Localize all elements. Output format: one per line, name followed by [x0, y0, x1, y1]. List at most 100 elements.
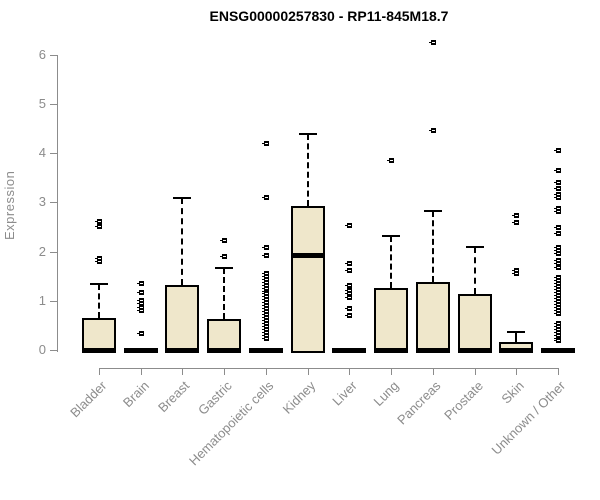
- outlier-point: [262, 306, 269, 312]
- boxplot-box: [458, 293, 492, 353]
- y-tick: [50, 202, 57, 204]
- outlier-point: [512, 267, 519, 273]
- outlier-point: [512, 220, 519, 226]
- outlier-point: [262, 303, 269, 309]
- outlier-point: [554, 248, 561, 254]
- outlier-point: [220, 254, 227, 260]
- boxplot-box: [374, 288, 408, 353]
- outlier-point: [554, 251, 561, 257]
- outlier-point: [137, 301, 144, 307]
- outlier-point: [554, 332, 561, 338]
- boxplot-whisker: [474, 246, 476, 294]
- outlier-point: [262, 276, 269, 282]
- x-category-label: Prostate: [440, 378, 486, 423]
- x-tick: [433, 368, 434, 375]
- x-tick: [391, 368, 392, 375]
- outlier-point: [262, 195, 269, 201]
- boxplot-median: [165, 348, 199, 353]
- y-tick-label: 5: [38, 96, 46, 112]
- outlier-point: [95, 259, 102, 265]
- boxplot-whisker: [307, 133, 309, 207]
- outlier-point: [262, 320, 269, 326]
- outlier-point: [554, 292, 561, 298]
- x-tick: [516, 368, 517, 375]
- boxplot-median: [207, 348, 241, 353]
- outlier-point: [262, 318, 269, 323]
- outlier-point: [554, 323, 561, 329]
- x-category-label: Pancreas: [394, 378, 444, 428]
- outlier-point: [554, 310, 561, 316]
- boxplot-whisker: [432, 211, 434, 283]
- y-tick-label: 0: [38, 342, 46, 357]
- outlier-point: [262, 270, 269, 276]
- y-tick-label: 4: [38, 145, 46, 161]
- boxplot-whisker-cap: [466, 245, 484, 248]
- outlier-point: [345, 294, 352, 300]
- boxplot-whisker-cap: [90, 282, 108, 285]
- outlier-point: [387, 158, 394, 164]
- x-category-label: Gastric: [194, 378, 235, 418]
- outlier-point: [262, 309, 269, 315]
- outlier-point: [137, 304, 144, 310]
- x-tick: [182, 368, 183, 375]
- x-category-label: Brain: [119, 378, 152, 411]
- boxplot-whisker: [223, 267, 225, 319]
- outlier-point: [554, 147, 561, 153]
- boxplot-median: [124, 348, 158, 353]
- x-tick: [475, 368, 476, 375]
- outlier-point: [262, 288, 269, 294]
- outlier-point: [262, 285, 269, 291]
- outlier-point: [262, 273, 269, 279]
- boxplot-whisker: [390, 235, 392, 289]
- x-tick: [266, 368, 267, 375]
- boxplot-median: [374, 348, 408, 353]
- y-tick-label: 1: [38, 292, 46, 308]
- outlier-point: [262, 300, 269, 306]
- x-category-label: Breast: [155, 378, 193, 416]
- boxplot-median: [499, 348, 533, 353]
- outlier-point: [262, 323, 269, 329]
- outlier-point: [554, 295, 561, 301]
- outlier-point: [554, 304, 561, 310]
- outlier-point: [345, 283, 352, 289]
- outlier-point: [554, 301, 561, 307]
- outlier-point: [262, 329, 269, 335]
- outlier-point: [345, 306, 352, 312]
- y-axis-line: [57, 54, 58, 352]
- outlier-point: [262, 282, 269, 288]
- outlier-point: [429, 40, 436, 46]
- outlier-point: [554, 191, 561, 197]
- outlier-point: [554, 258, 561, 264]
- x-category-label: Lung: [370, 378, 402, 410]
- outlier-point: [345, 313, 352, 319]
- y-tick-label: 2: [38, 243, 46, 259]
- outlier-point: [345, 288, 352, 293]
- boxplot-median: [82, 348, 116, 353]
- outlier-point: [262, 253, 269, 259]
- outlier-point: [262, 333, 269, 339]
- outlier-point: [137, 308, 144, 314]
- outlier-point: [554, 209, 561, 215]
- y-tick: [50, 104, 57, 106]
- boxplot-box: [291, 206, 325, 353]
- boxplot-box: [416, 282, 450, 353]
- outlier-point: [554, 278, 561, 284]
- outlier-point: [262, 312, 269, 318]
- outlier-point: [220, 237, 227, 243]
- outlier-point: [262, 297, 269, 303]
- y-tick-label: 3: [38, 194, 46, 210]
- outlier-point: [262, 140, 269, 146]
- boxplot-whisker-cap: [507, 331, 525, 334]
- outlier-point: [554, 195, 561, 201]
- outlier-point: [95, 223, 102, 229]
- outlier-point: [554, 298, 561, 304]
- boxplot-whisker-cap: [299, 132, 317, 135]
- boxplot-whisker: [515, 332, 517, 342]
- x-tick: [224, 368, 225, 375]
- outlier-point: [262, 326, 269, 332]
- boxplot-whisker: [98, 283, 100, 319]
- outlier-point: [262, 294, 269, 300]
- outlier-point: [262, 245, 269, 251]
- outlier-point: [554, 320, 561, 326]
- x-category-label: Unknown / Other: [489, 378, 569, 458]
